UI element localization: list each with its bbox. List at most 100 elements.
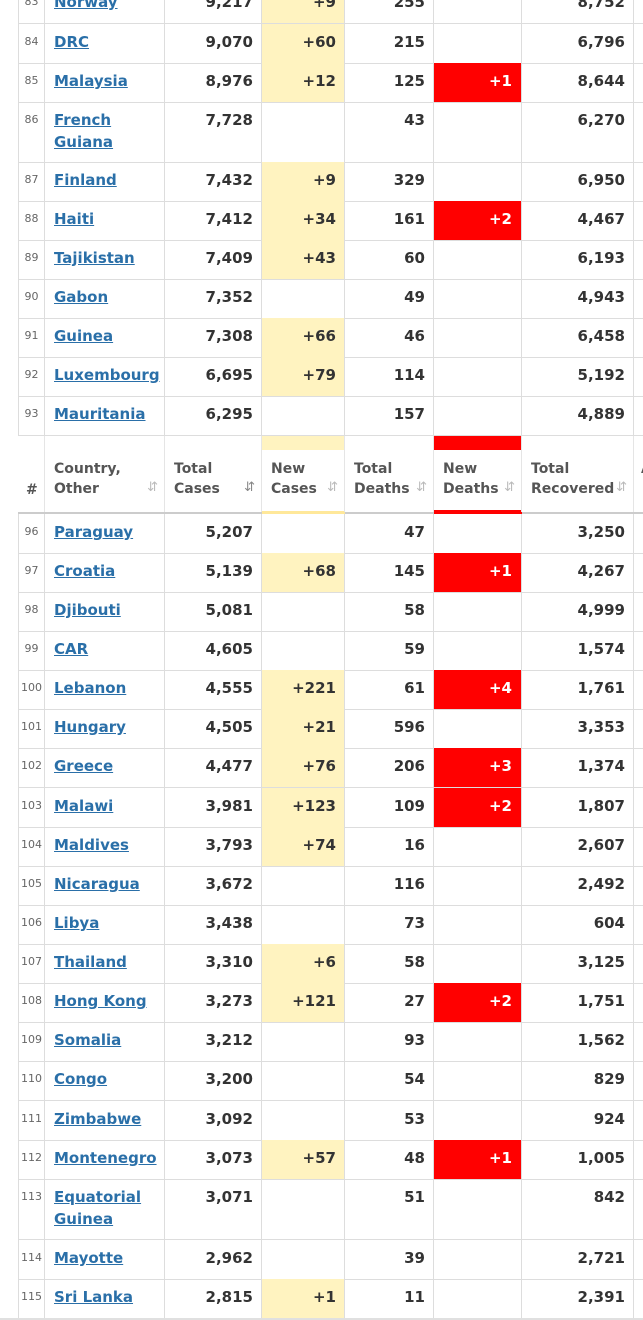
new-deaths-value: +1 <box>488 562 512 580</box>
country-link[interactable]: Sri Lanka <box>54 1288 134 1306</box>
total-cases-cell: 6,695 <box>165 357 262 396</box>
total-deaths-cell: 145 <box>345 553 434 592</box>
header-new-cases[interactable]: New Cases ⇵ <box>262 436 345 512</box>
sort-icon[interactable]: ⇵ <box>147 480 158 495</box>
sort-icon[interactable]: ⇵ <box>504 480 515 495</box>
country-link[interactable]: Malaysia <box>54 72 128 90</box>
total-recovered-value: 1,374 <box>577 757 625 775</box>
rank-number: 110 <box>21 1072 42 1085</box>
active-cases-cell <box>634 905 643 944</box>
header-total-recovered[interactable]: Total Recovered ⇵ <box>522 436 634 512</box>
rank-number: 101 <box>21 720 42 733</box>
country-link[interactable]: Guinea <box>54 327 114 345</box>
country-cell: Finland <box>45 162 165 201</box>
country-link[interactable]: Maldives <box>54 836 129 854</box>
total-deaths-cell: 27 <box>345 983 434 1022</box>
country-link[interactable]: Djibouti <box>54 601 121 619</box>
total-recovered-value: 8,752 <box>577 0 625 11</box>
total-deaths-cell: 109 <box>345 788 434 827</box>
sort-icon[interactable]: ⇵ <box>416 480 427 495</box>
country-link[interactable]: Tajikistan <box>54 249 135 267</box>
rank-number: 100 <box>21 681 42 694</box>
total-cases-value: 7,432 <box>205 171 253 189</box>
country-link[interactable]: Congo <box>54 1070 108 1088</box>
new-cases-cell <box>262 905 345 944</box>
country-link[interactable]: Greece <box>54 757 114 775</box>
rank-number: 103 <box>21 799 42 812</box>
total-cases-cell: 7,728 <box>165 102 262 162</box>
total-recovered-value: 3,250 <box>577 523 625 541</box>
active-cases-cell <box>634 318 643 357</box>
total-recovered-cell: 2,391 <box>522 1279 634 1318</box>
total-recovered-value: 2,607 <box>577 836 625 854</box>
total-cases-value: 4,477 <box>205 757 253 775</box>
new-cases-cell: +74 <box>262 827 345 866</box>
active-cases-cell <box>634 1279 643 1318</box>
total-recovered-cell: 1,761 <box>522 670 634 709</box>
country-link[interactable]: Paraguay <box>54 523 134 541</box>
country-link[interactable]: Croatia <box>54 562 116 580</box>
header-country[interactable]: Country, Other ⇵ <box>45 436 165 512</box>
rank-number: 98 <box>24 603 39 616</box>
total-deaths-cell: 39 <box>345 1240 434 1279</box>
country-link[interactable]: Somalia <box>54 1031 122 1049</box>
table-row: 107 Thailand 3,310 +6 58 3,125 <box>18 944 643 984</box>
new-deaths-cell: +4 <box>434 670 522 709</box>
total-recovered-cell: 6,796 <box>522 24 634 63</box>
active-cases-cell <box>634 788 643 827</box>
country-link[interactable]: Nicaragua <box>54 875 140 893</box>
total-deaths-value: 39 <box>404 1249 425 1267</box>
country-link[interactable]: Libya <box>54 914 100 932</box>
total-deaths-value: 61 <box>404 679 425 697</box>
total-cases-value: 8,976 <box>205 72 253 90</box>
rank-cell: 103 <box>18 788 45 827</box>
country-link[interactable]: Mayotte <box>54 1249 124 1267</box>
country-link[interactable]: Hungary <box>54 718 126 736</box>
header-total-deaths[interactable]: Total Deaths ⇵ <box>345 436 434 512</box>
country-link[interactable]: French Guiana <box>54 111 114 151</box>
country-link[interactable]: Haiti <box>54 210 95 228</box>
country-link[interactable]: Gabon <box>54 288 109 306</box>
country-link[interactable]: Zimbabwe <box>54 1110 142 1128</box>
total-cases-value: 7,308 <box>205 327 253 345</box>
rank-cell: 83 <box>18 0 45 23</box>
country-link[interactable]: Montenegro <box>54 1149 157 1167</box>
country-link[interactable]: DRC <box>54 33 90 51</box>
country-link[interactable]: Malawi <box>54 797 114 815</box>
total-recovered-cell: 8,644 <box>522 63 634 102</box>
sort-icon[interactable]: ⇵ <box>327 480 338 495</box>
total-deaths-value: 49 <box>404 288 425 306</box>
active-cases-cell <box>634 1240 643 1279</box>
country-link[interactable]: Mauritania <box>54 405 146 423</box>
total-recovered-value: 6,950 <box>577 171 625 189</box>
rank-number: 91 <box>24 329 39 342</box>
country-cell: Equatorial Guinea <box>45 1179 165 1239</box>
country-link[interactable]: Equatorial Guinea <box>54 1188 142 1228</box>
header-total-cases[interactable]: Total Cases ⇵ <box>165 436 262 512</box>
table-row: 112 Montenegro 3,073 +57 48 +1 1,005 <box>18 1140 643 1180</box>
header-new-deaths[interactable]: New Deaths ⇵ <box>434 436 522 512</box>
total-recovered-value: 4,889 <box>577 405 625 423</box>
new-deaths-value: +1 <box>488 72 512 90</box>
country-link[interactable]: Thailand <box>54 953 127 971</box>
rank-cell: 84 <box>18 24 45 63</box>
total-recovered-cell: 3,353 <box>522 709 634 748</box>
country-link[interactable]: Luxembourg <box>54 366 160 384</box>
total-cases-value: 3,672 <box>205 875 253 893</box>
total-deaths-value: 48 <box>404 1149 425 1167</box>
country-link[interactable]: Lebanon <box>54 679 127 697</box>
total-cases-cell: 3,981 <box>165 788 262 827</box>
country-link[interactable]: Finland <box>54 171 117 189</box>
sort-active-icon[interactable]: ⇵ <box>244 480 255 495</box>
rank-cell: 93 <box>18 396 45 435</box>
country-cell: Mayotte <box>45 1240 165 1279</box>
sort-icon[interactable]: ⇵ <box>616 480 627 495</box>
country-link[interactable]: Norway <box>54 0 118 11</box>
total-cases-value: 3,092 <box>205 1110 253 1128</box>
country-cell: Somalia <box>45 1022 165 1061</box>
total-cases-cell: 3,200 <box>165 1061 262 1100</box>
header-active-partial[interactable]: A <box>634 436 643 512</box>
country-link[interactable]: CAR <box>54 640 89 658</box>
total-cases-value: 6,695 <box>205 366 253 384</box>
country-link[interactable]: Hong Kong <box>54 992 147 1010</box>
